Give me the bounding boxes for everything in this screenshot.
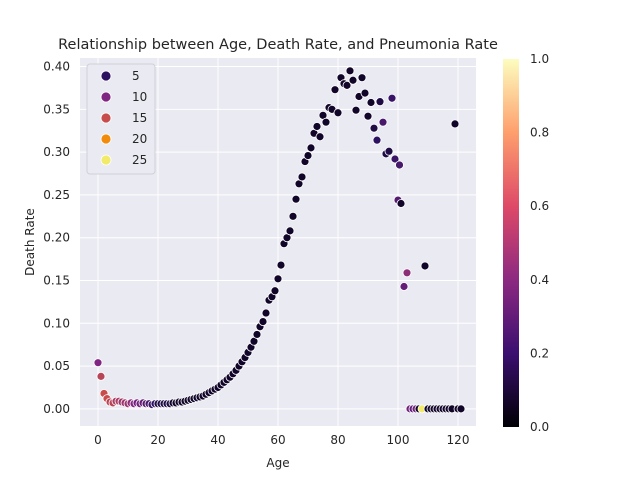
data-point [395,160,404,170]
data-point [297,172,307,182]
data-point [348,75,358,85]
data-point [450,119,460,129]
data-point [456,404,466,414]
chart-title: Relationship between Age, Death Rate, an… [58,37,498,53]
colorbar-tick-labels: 0.0 0.2 0.4 0.6 0.8 1.0 [530,52,549,434]
legend-label: 10 [132,90,147,104]
data-point [375,97,385,107]
data-point [315,132,325,142]
y-tick-label: 0.10 [43,316,70,330]
y-tick-labels: 0.00 0.05 0.10 0.15 0.20 0.25 0.30 0.35 0.40 [43,60,70,416]
y-tick-label: 0.05 [43,359,70,373]
data-point [420,261,430,271]
legend-label: 15 [132,111,147,125]
x-tick-label: 40 [210,433,225,447]
legend-label: 5 [132,69,140,83]
data-point [273,274,283,284]
hue-legend: 5 10 15 20 25 [86,63,156,175]
legend-marker [100,133,112,145]
colorbar-tick-label: 0.2 [530,346,549,360]
y-tick-label: 0.30 [43,145,70,159]
legend-label: 25 [132,153,147,167]
data-point [378,117,388,127]
data-point [342,80,352,90]
data-point [372,135,382,145]
data-point [390,154,400,164]
x-tick-label: 80 [330,433,345,447]
data-point [93,358,103,368]
y-tick-label: 0.35 [43,102,70,116]
data-point [396,199,406,208]
data-point [276,260,286,270]
x-tick-label: 100 [387,433,410,447]
data-point [258,317,268,326]
colorbar-tick-label: 1.0 [530,52,549,66]
data-point [402,268,412,278]
data-point [303,151,313,160]
legend-marker [100,154,112,166]
x-axis-label: Age [266,456,289,470]
y-tick-label: 0.25 [43,188,70,202]
data-point [333,108,343,118]
colorbar [503,59,519,427]
y-tick-label: 0.00 [43,402,70,416]
colorbar-tick-label: 0.6 [530,199,549,213]
data-point [384,146,394,156]
x-tick-labels: 0 20 40 60 80 100 120 [94,433,469,447]
colorbar-tick-label: 0.4 [530,273,549,287]
y-axis-label: Death Rate [23,208,37,276]
data-point [330,85,340,95]
x-tick-label: 120 [447,433,470,447]
data-point [369,123,379,133]
data-point [345,66,355,76]
data-point [288,211,298,221]
data-point [285,226,295,236]
legend-box [86,63,156,175]
x-tick-label: 0 [94,433,102,447]
legend-marker [100,112,112,124]
data-point [363,111,373,121]
legend-marker [100,70,112,82]
data-point [360,88,370,98]
data-point [306,143,316,153]
colorbar-tick-label: 0.8 [530,126,549,140]
data-point [399,282,409,291]
y-tick-label: 0.40 [43,60,70,74]
data-point [387,93,397,103]
data-points [93,66,466,414]
data-point [357,73,367,83]
data-point [312,122,322,131]
data-point [321,117,331,127]
legend-label: 20 [132,132,147,146]
x-tick-label: 20 [150,433,165,447]
y-tick-label: 0.15 [43,274,70,288]
colorbar-tick-label: 0.0 [530,420,549,434]
data-point [351,105,361,115]
y-tick-label: 0.20 [43,231,70,245]
data-point [366,98,376,107]
data-point [291,194,301,204]
data-point [261,308,271,318]
x-tick-label: 60 [270,433,285,447]
legend-marker [100,91,112,103]
data-point [96,371,106,381]
data-point [270,286,280,296]
data-point [252,330,262,339]
